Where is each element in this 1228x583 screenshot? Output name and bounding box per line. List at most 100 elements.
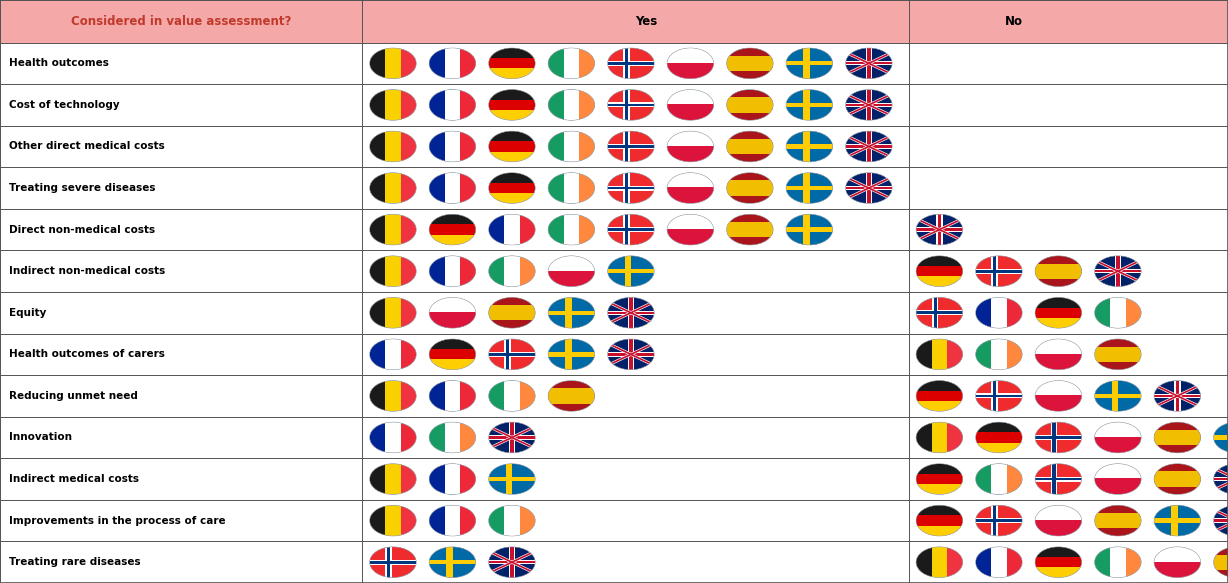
Bar bbox=[548, 271, 594, 287]
Bar bbox=[0, 43, 1228, 84]
Bar bbox=[489, 48, 535, 58]
Bar bbox=[727, 48, 774, 79]
Bar bbox=[489, 173, 535, 183]
Ellipse shape bbox=[786, 215, 833, 245]
Ellipse shape bbox=[608, 297, 655, 328]
Bar bbox=[429, 48, 445, 79]
Ellipse shape bbox=[489, 381, 535, 411]
Ellipse shape bbox=[489, 339, 535, 370]
Bar bbox=[0, 167, 1228, 209]
Bar bbox=[400, 297, 416, 328]
Bar bbox=[1007, 547, 1023, 578]
Bar bbox=[1172, 505, 1178, 536]
Bar bbox=[608, 185, 655, 191]
Bar bbox=[0, 251, 1228, 292]
Bar bbox=[1094, 269, 1141, 273]
Ellipse shape bbox=[370, 505, 416, 536]
Bar bbox=[489, 110, 535, 120]
Bar bbox=[916, 515, 963, 526]
Bar bbox=[508, 547, 516, 578]
Bar bbox=[947, 339, 963, 370]
Bar bbox=[460, 381, 476, 411]
Bar bbox=[1094, 513, 1141, 528]
Ellipse shape bbox=[727, 48, 774, 79]
Bar bbox=[624, 131, 630, 162]
Bar bbox=[991, 339, 1007, 370]
Ellipse shape bbox=[489, 297, 535, 328]
Bar bbox=[932, 339, 947, 370]
Bar bbox=[608, 215, 655, 245]
Bar bbox=[0, 84, 1228, 126]
Bar bbox=[786, 173, 833, 203]
Bar bbox=[608, 62, 655, 65]
Bar bbox=[727, 90, 774, 120]
Bar bbox=[786, 48, 833, 79]
Ellipse shape bbox=[1213, 505, 1228, 536]
Text: Treating severe diseases: Treating severe diseases bbox=[9, 183, 155, 193]
Bar bbox=[975, 269, 1022, 273]
Bar bbox=[1051, 422, 1057, 453]
Bar bbox=[608, 297, 655, 328]
Bar bbox=[548, 297, 594, 328]
Bar bbox=[1035, 463, 1082, 494]
Ellipse shape bbox=[489, 256, 535, 287]
Bar bbox=[628, 339, 634, 370]
Bar bbox=[429, 360, 475, 370]
Bar bbox=[975, 256, 1022, 287]
Bar bbox=[445, 422, 460, 453]
Bar bbox=[386, 505, 400, 536]
Bar bbox=[916, 422, 932, 453]
Bar bbox=[1035, 557, 1082, 567]
Ellipse shape bbox=[975, 422, 1022, 453]
Bar bbox=[667, 214, 713, 230]
Bar bbox=[608, 103, 655, 107]
Ellipse shape bbox=[727, 215, 774, 245]
Bar bbox=[727, 222, 774, 237]
Ellipse shape bbox=[1094, 547, 1141, 578]
Bar bbox=[975, 394, 1022, 398]
Bar bbox=[1035, 477, 1082, 482]
Bar bbox=[1213, 436, 1228, 440]
Ellipse shape bbox=[370, 463, 416, 494]
Bar bbox=[947, 422, 963, 453]
Bar bbox=[624, 90, 630, 120]
Bar bbox=[867, 131, 871, 162]
Bar bbox=[846, 62, 893, 65]
Bar bbox=[786, 90, 833, 120]
Bar bbox=[1035, 264, 1082, 279]
Bar bbox=[916, 310, 963, 315]
Bar bbox=[580, 131, 594, 162]
Bar bbox=[1035, 256, 1082, 287]
Ellipse shape bbox=[370, 256, 416, 287]
Bar bbox=[1035, 435, 1082, 440]
Bar bbox=[1213, 519, 1228, 522]
Bar bbox=[429, 297, 475, 312]
Bar bbox=[916, 505, 963, 515]
Bar bbox=[667, 131, 713, 146]
Bar bbox=[786, 103, 833, 107]
Text: Considered in value assessment?: Considered in value assessment? bbox=[71, 15, 291, 28]
Bar bbox=[625, 256, 631, 287]
Ellipse shape bbox=[489, 463, 535, 494]
Bar bbox=[1213, 547, 1228, 578]
Bar bbox=[1094, 437, 1141, 453]
Bar bbox=[608, 227, 655, 232]
Bar bbox=[916, 297, 963, 328]
Bar bbox=[991, 505, 998, 536]
Text: Other direct medical costs: Other direct medical costs bbox=[9, 142, 165, 152]
Ellipse shape bbox=[846, 90, 893, 120]
Bar bbox=[916, 227, 963, 232]
Bar bbox=[489, 339, 535, 370]
Bar bbox=[489, 505, 505, 536]
Ellipse shape bbox=[975, 505, 1022, 536]
Ellipse shape bbox=[786, 131, 833, 162]
Bar bbox=[460, 463, 476, 494]
Bar bbox=[548, 215, 564, 245]
Ellipse shape bbox=[916, 547, 963, 578]
Ellipse shape bbox=[548, 131, 594, 162]
Bar bbox=[1035, 395, 1082, 411]
Ellipse shape bbox=[786, 48, 833, 79]
Bar bbox=[548, 339, 594, 370]
Bar bbox=[1213, 518, 1228, 523]
Bar bbox=[445, 505, 460, 536]
